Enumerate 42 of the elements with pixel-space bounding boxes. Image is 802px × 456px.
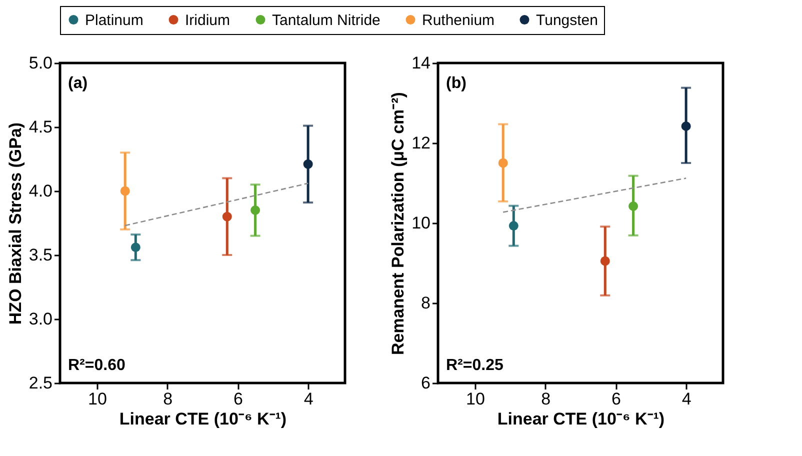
y-tick-label: 12 [412,134,430,152]
point [508,221,518,231]
point [120,186,130,196]
point [303,159,313,169]
x-tick-label: 4 [304,390,314,408]
annotation: (b) [446,75,466,92]
y-tick-label: 8 [421,294,430,312]
y-tick-label: 3.0 [28,310,52,328]
y-tick-label: 5.0 [28,54,52,72]
y-axis-title: HZO Biaxial Stress (GPa) [6,122,25,325]
x-tick-label: 4 [682,390,692,408]
point [130,242,140,252]
y-tick-label: 10 [412,214,430,232]
y-tick-label: 14 [412,54,430,72]
x-tick-label: 10 [88,390,107,408]
point [681,121,691,131]
y-tick-label: 2.5 [28,374,52,392]
point [498,158,508,168]
x-tick-label: 10 [466,390,485,408]
point [628,201,638,211]
annotation: R²=0.60 [68,357,126,374]
x-tick-label: 8 [163,390,173,408]
legend-label: Tantalum Nitride [272,12,380,29]
point [222,212,232,222]
x-axis-title: Linear CTE (10⁻⁶ K⁻¹) [119,410,287,428]
legend-label: Platinum [85,12,144,29]
x-axis-title: Linear CTE (10⁻⁶ K⁻¹) [497,410,665,428]
legend-label: Tungsten [536,12,598,29]
annotation: R²=0.25 [446,357,504,374]
x-tick-label: 8 [541,390,551,408]
point [250,205,260,215]
y-tick-label: 3.5 [28,246,52,264]
y-tick-label: 4.0 [28,182,52,200]
legend-label: Iridium [185,12,230,29]
y-tick-label: 6 [421,374,430,392]
legend-label: Ruthenium [422,12,495,29]
annotation: (a) [68,75,88,92]
y-axis-title: Remanent Polarization (μC cm⁻²) [388,92,408,355]
y-tick-label: 4.5 [28,118,52,136]
point [600,256,610,266]
x-tick-label: 6 [611,390,621,408]
x-tick-label: 6 [233,390,243,408]
